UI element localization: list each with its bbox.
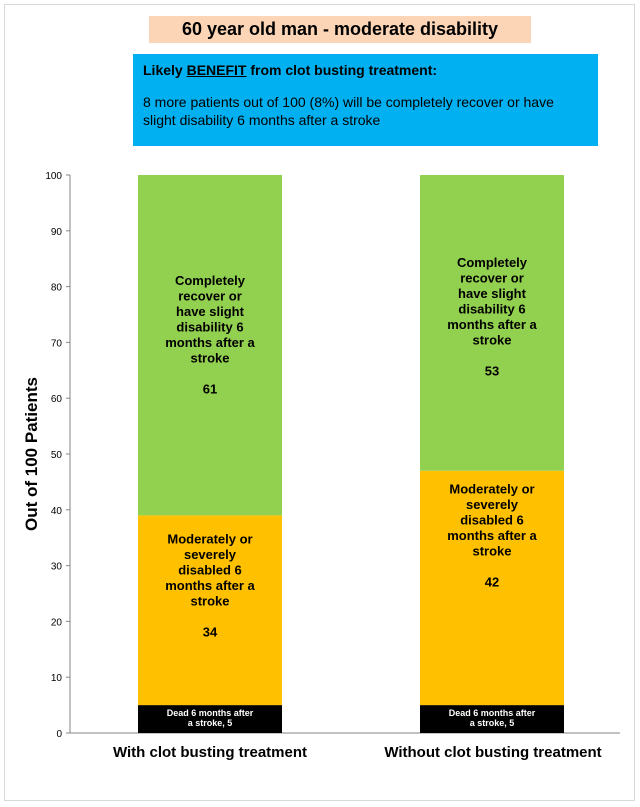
bar-segment-dead <box>138 705 282 733</box>
benefit-text: 8 more patients out of 100 (8%) will be … <box>143 94 554 128</box>
bar-segment-label: disabled 6 <box>178 562 242 577</box>
bar-segment-label: months after a <box>165 335 255 350</box>
bar-segment-label: months after a <box>165 578 255 593</box>
bar-segment-label: have slight <box>458 286 527 301</box>
y-tick-label: 70 <box>51 338 63 349</box>
bar-segment-disabled <box>138 515 282 706</box>
benefit-heading-prefix: Likely <box>143 62 187 78</box>
bar-segment-label: severely <box>184 547 237 562</box>
bar-segment-recover <box>138 175 282 516</box>
bar-segment-label: Moderately or <box>167 531 252 546</box>
bar-segment-recover <box>420 175 564 471</box>
bar-segment-label: Completely <box>175 273 246 288</box>
y-axis-title: Out of 100 Patients <box>22 377 41 531</box>
bar-segment-label: 34 <box>203 624 218 639</box>
x-category-label: Without clot busting treatment <box>384 744 601 761</box>
bar-segment-label: disabled 6 <box>460 513 524 528</box>
y-tick-label: 10 <box>51 673 63 684</box>
y-tick-label: 80 <box>51 283 63 294</box>
benefit-heading-emphasis: BENEFIT <box>186 62 247 78</box>
bar-segment-label: months after a <box>447 317 537 332</box>
bar-segment-label: a stroke, 5 <box>470 718 515 728</box>
bar-segment-label: stroke <box>472 333 511 348</box>
chart-title: 60 year old man - moderate disability <box>149 16 531 43</box>
bar-segment-label: Moderately or <box>449 482 534 497</box>
bar-segment-disabled <box>420 470 564 706</box>
x-category-label: With clot busting treatment <box>113 744 307 761</box>
bar-segment-label: Dead 6 months after <box>167 708 254 718</box>
bar-segment-label: 61 <box>203 382 217 397</box>
bar-segment-dead <box>420 705 564 733</box>
y-tick-label: 40 <box>51 506 63 517</box>
bar-segment-label: stroke <box>472 544 511 559</box>
y-tick-label: 20 <box>51 617 63 628</box>
y-tick-label: 30 <box>51 562 63 573</box>
bar-segment-label: recover or <box>178 289 242 304</box>
y-tick-label: 60 <box>51 394 63 405</box>
y-tick-label: 50 <box>51 450 63 461</box>
bar-segment-label: stroke <box>190 351 229 366</box>
bar-segment-label: Completely <box>457 255 528 270</box>
benefit-box: Likely BENEFIT from clot busting treatme… <box>133 54 598 146</box>
y-tick-label: 0 <box>56 729 62 740</box>
benefit-heading: Likely BENEFIT from clot busting treatme… <box>143 62 588 78</box>
bar-segment-label: have slight <box>176 304 245 319</box>
bar-segment-label: months after a <box>447 528 537 543</box>
bar-segment-label: 53 <box>485 364 499 379</box>
bar-segment-label: disability 6 <box>458 302 525 317</box>
bar-segment-label: severely <box>466 497 519 512</box>
bar-segment-label: a stroke, 5 <box>188 718 233 728</box>
y-tick-label: 100 <box>45 171 62 182</box>
bar-segment-label: stroke <box>190 593 229 608</box>
bar-segment-label: 42 <box>485 575 499 590</box>
bar-segment-label: Dead 6 months after <box>449 708 536 718</box>
bar-segment-label: disability 6 <box>176 320 243 335</box>
y-tick-label: 90 <box>51 227 63 238</box>
bar-segment-label: recover or <box>460 271 524 286</box>
benefit-heading-suffix: from clot busting treatment: <box>246 62 438 78</box>
